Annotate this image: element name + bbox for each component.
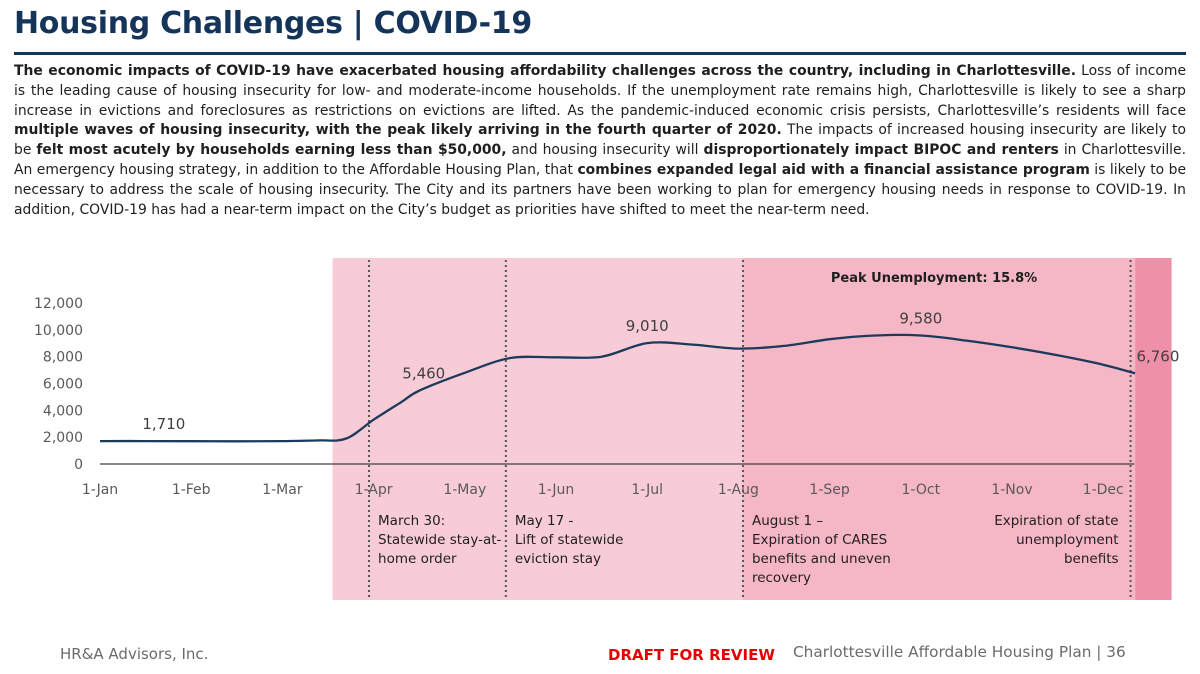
x-tick-label: 1-Feb xyxy=(172,482,211,498)
event-label-line: benefits and uneven xyxy=(752,551,891,567)
event-label-line: Expiration of state xyxy=(994,513,1118,529)
x-tick-label: 1-May xyxy=(443,482,486,498)
title-divider xyxy=(14,52,1186,55)
x-tick-label: 1-Oct xyxy=(902,482,941,498)
paragraph-text: and housing insecurity will xyxy=(506,142,704,159)
data-label: 1,710 xyxy=(142,415,185,433)
data-label: 9,010 xyxy=(626,317,669,335)
emphasis-text: disproportionately impact BIPOC and rent… xyxy=(703,142,1059,159)
footer-document-title: Charlottesville Affordable Housing Plan … xyxy=(793,643,1126,661)
x-tick-label: 1-Dec xyxy=(1083,482,1124,498)
x-tick-label: 1-Aug xyxy=(718,482,759,498)
event-label: August 1 – Expiration of CARES benefits an… xyxy=(752,513,891,586)
emphasis-text: multiple waves of housing insecurity, wi… xyxy=(14,122,782,139)
y-tick-label: 2,000 xyxy=(43,430,83,446)
phase-band xyxy=(332,258,743,600)
phase-band xyxy=(1135,258,1172,600)
data-label: 6,760 xyxy=(1136,347,1179,365)
event-label: Expiration of state unemployment benefits xyxy=(994,513,1118,567)
footer-draft-label: DRAFT FOR REVIEW xyxy=(608,646,775,664)
series-line xyxy=(99,333,1136,443)
unemployment-line-chart: 12,000 10,000 8,000 6,000 4,000 2,000 0 1-Jan 1… xyxy=(34,258,1179,600)
y-tick-label: 12,000 xyxy=(34,296,83,312)
paragraph-text: Loss of income is the leading cause of h… xyxy=(14,63,1186,119)
event-label-line: May 17 - xyxy=(515,513,574,529)
intro-paragraph: The economic impacts of COVID-19 have ex… xyxy=(14,62,1186,220)
phase-band xyxy=(742,258,1136,600)
event-label-line: eviction stay xyxy=(515,551,601,567)
page-title: Housing Challenges | COVID-19 xyxy=(14,6,532,41)
x-tick-label: 1-Nov xyxy=(991,482,1032,498)
y-tick-label: 10,000 xyxy=(34,323,83,339)
event-label: March 30: Statewide stay-at-home order xyxy=(378,513,501,567)
x-tick-label: 1-Apr xyxy=(355,482,393,498)
x-tick-label: 1-Jun xyxy=(538,482,575,498)
peak-annotation: Peak Unemployment: 15.8% xyxy=(831,271,1037,286)
footer-company: HR&A Advisors, Inc. xyxy=(60,645,209,663)
y-tick-label: 6,000 xyxy=(43,377,83,393)
event-label-line: August 1 – xyxy=(752,513,823,529)
paragraph-text: in Charlottesville. An emergency housing… xyxy=(14,142,1187,178)
event-label-line: unemployment xyxy=(1016,532,1118,548)
x-tick-label: 1-Mar xyxy=(262,482,303,498)
event-label-line: Expiration of CARES xyxy=(752,532,887,548)
emphasis-text: The economic impacts of COVID-19 have ex… xyxy=(14,63,1077,79)
emphasis-text: combines expanded legal aid with a finan… xyxy=(577,161,1090,178)
event-label-line: home order xyxy=(378,551,457,567)
data-label: 5,460 xyxy=(402,365,445,383)
event-label-line: Lift of statewide xyxy=(515,532,624,548)
y-tick-label: 4,000 xyxy=(43,403,83,419)
y-tick-label: 8,000 xyxy=(43,350,83,366)
x-tick-label: 1-Jan xyxy=(82,482,118,498)
emphasis-text: felt most acutely by households earning … xyxy=(36,142,507,159)
paragraph-text: The impacts of increased housing insecur… xyxy=(14,122,1186,159)
x-tick-label: 1-Jul xyxy=(631,482,663,498)
y-tick-label: 0 xyxy=(74,457,83,473)
data-label: 9,580 xyxy=(899,309,942,327)
event-label-line: recovery xyxy=(752,570,811,586)
event-label-line: March 30: xyxy=(378,513,445,529)
event-label-line: Statewide stay-at- xyxy=(378,532,501,548)
event-label: May 17 - Lift of statewide eviction stay xyxy=(515,513,624,567)
event-label-line: benefits xyxy=(1064,551,1119,567)
x-tick-label: 1-Sep xyxy=(809,482,849,498)
paragraph-text: is likely to be necessary to address the… xyxy=(14,161,1187,218)
